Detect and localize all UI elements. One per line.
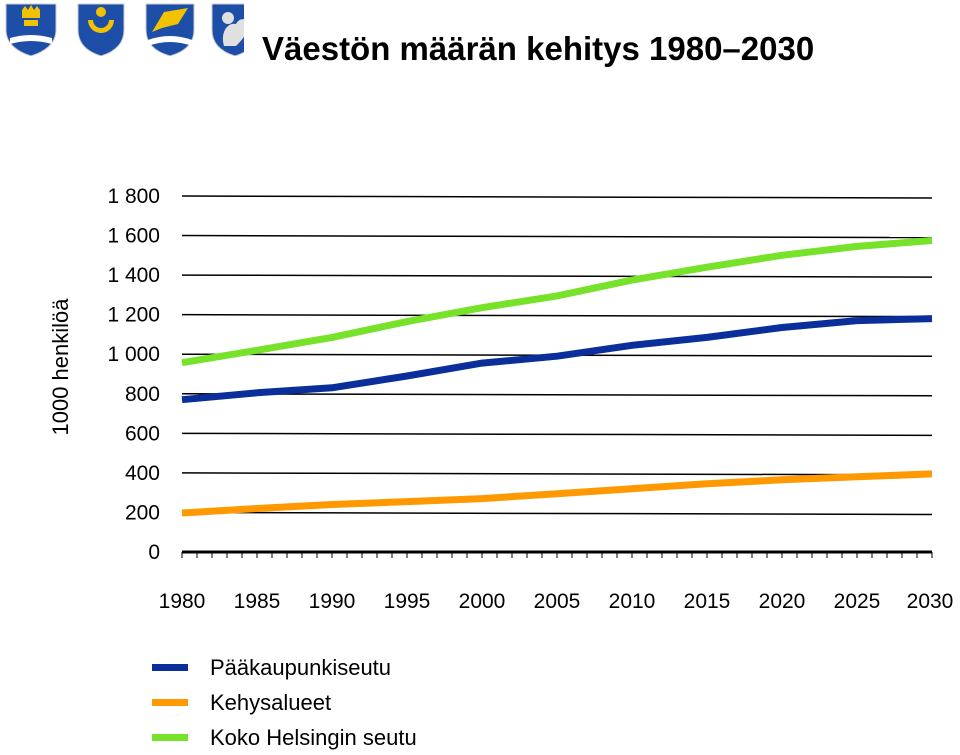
legend-item-koko-helsingin-seutu: Koko Helsingin seutu [152,720,417,755]
legend-label: Koko Helsingin seutu [210,724,417,750]
legend-item-paakaupunkiseutu: Pääkaupunkiseutu [152,650,417,685]
vantaa-crest-icon [77,3,125,57]
chart-title: Väestön määrän kehitys 1980–2030 [262,30,815,67]
y-tick-label: 1 800 [107,185,160,208]
series-lines [181,237,933,517]
x-tick-label: 2025 [834,590,881,613]
legend: Pääkaupunkiseutu Kehysalueet Koko Helsin… [152,650,417,755]
helsinki-crest-icon [5,3,57,57]
series-line-kehysalueet [181,470,933,517]
legend-item-kehysalueet: Kehysalueet [152,685,417,720]
gridline [181,313,933,318]
y-tick-label: 1 600 [107,225,160,248]
y-tick-label: 1 200 [107,304,160,327]
series-line-pääkaupunkiseutu [181,315,933,404]
y-tick-label: 200 [125,501,160,524]
x-tick-label: 2015 [684,590,731,613]
y-tick-label: 600 [125,422,160,445]
y-axis-label: 1000 henkilöä [48,298,73,436]
x-tick-label: 2020 [759,590,806,613]
x-tick-label: 1990 [309,590,356,613]
series-line-koko-helsingin-seutu [181,237,933,367]
gridline [181,195,933,199]
y-tick-label: 0 [148,541,160,564]
legend-swatch [152,699,188,706]
x-tick-label: 2030 [907,590,954,613]
espoo-crest-icon [145,3,195,57]
legend-label: Kehysalueet [210,689,332,715]
legend-label: Pääkaupunkiseutu [210,654,392,680]
y-tick-labels: 0 200 400 600 800 1 000 1 200 1 400 1 600 1 800 [107,185,160,564]
gridline [181,432,933,437]
y-tick-label: 800 [125,383,160,406]
gridline [181,511,933,516]
gridlines [181,195,933,516]
x-tick-label: 2005 [534,590,581,613]
x-tick-label: 1980 [159,590,206,613]
y-tick-label: 1 400 [107,264,160,287]
gridline [181,393,933,397]
x-tick-label: 1995 [384,590,431,613]
x-tick-label: 2010 [609,590,656,613]
y-tick-label: 400 [125,462,160,485]
x-tick-label: 1985 [234,590,281,613]
x-tick-label: 2000 [459,590,506,613]
gridline [181,472,933,476]
gridline [181,234,933,239]
x-axis [181,550,933,558]
legend-swatch [152,664,188,671]
legend-swatch [152,734,188,741]
x-tick-labels: 1980 1985 1990 1995 2000 2005 2010 2015 2020 2025… [159,590,954,613]
gridline [181,274,933,278]
y-tick-label: 1 000 [107,343,160,366]
